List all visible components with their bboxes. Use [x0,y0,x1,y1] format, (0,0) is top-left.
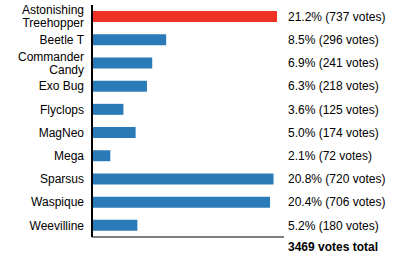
svg-text:Waspique: Waspique [31,195,84,209]
svg-text:2.1% (72 votes): 2.1% (72 votes) [288,149,372,163]
svg-text:5.2% (180 votes): 5.2% (180 votes) [288,219,379,233]
svg-text:Exo Bug: Exo Bug [39,79,84,93]
html-text:3469 votes total: 3469 votes total [288,240,378,254]
svg-text:MagNeo: MagNeo [39,126,85,140]
svg-text:Beetle T: Beetle T [40,33,85,47]
svg-text:6.3% (218 votes): 6.3% (218 votes) [288,79,379,93]
svg-text:3.6% (125 votes): 3.6% (125 votes) [288,103,379,117]
svg-text:Mega: Mega [54,149,84,163]
svg-text:21.2% (737 votes): 21.2% (737 votes) [288,10,385,24]
svg-text:8.5% (296 votes): 8.5% (296 votes) [288,33,379,47]
svg-text:Flyclops: Flyclops [40,103,84,117]
svg-text:6.9% (241 votes): 6.9% (241 votes) [288,56,379,70]
svg-text:Weevilline: Weevilline [30,219,85,233]
svg-text:20.8% (720 votes): 20.8% (720 votes) [288,172,385,186]
svg-text:AstonishingTreehopper: AstonishingTreehopper [22,3,84,30]
svg-text:5.0% (174 votes): 5.0% (174 votes) [288,126,379,140]
svg-text:Sparsus: Sparsus [40,172,84,186]
svg-text:CommanderCandy: CommanderCandy [18,50,84,77]
svg-text:20.4% (706 votes): 20.4% (706 votes) [288,195,385,209]
